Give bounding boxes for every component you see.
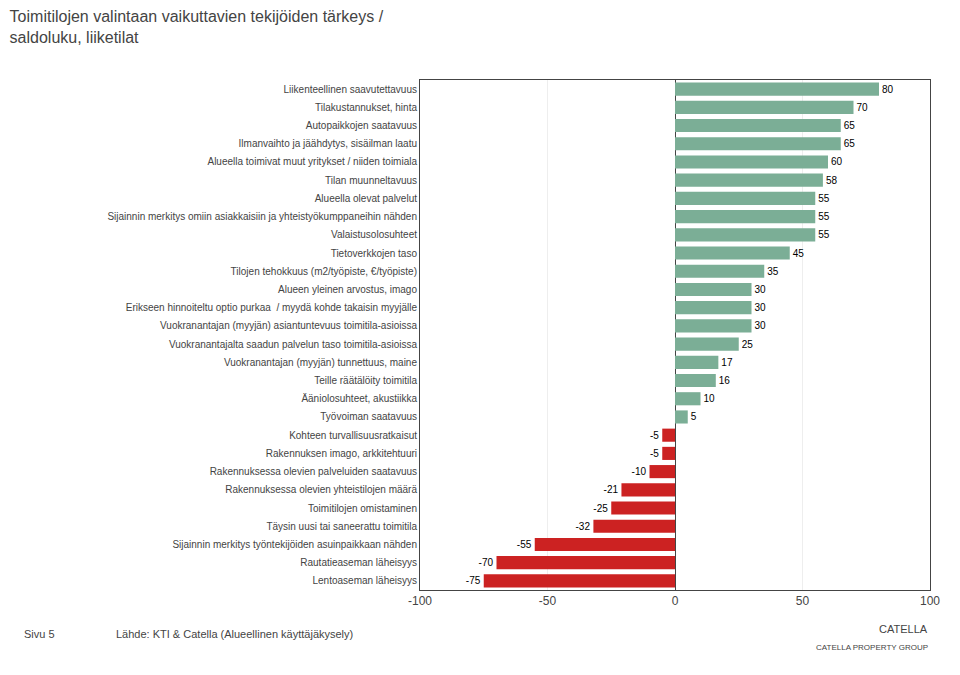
svg-text:55: 55 (818, 193, 830, 204)
svg-text:Teille räätälöity toimitila: Teille räätälöity toimitila (314, 375, 417, 386)
svg-text:Tilojen tehokkuus (m2/työpiste: Tilojen tehokkuus (m2/työpiste, €/työpis… (231, 266, 417, 277)
svg-text:Ilmanvaihto ja jäähdytys, sisä: Ilmanvaihto ja jäähdytys, sisäilman laat… (239, 138, 417, 149)
svg-text:Valaistusolosuhteet: Valaistusolosuhteet (331, 229, 417, 240)
svg-text:60: 60 (831, 156, 843, 167)
svg-text:Vuokranantajan (myyjän) asiant: Vuokranantajan (myyjän) asiantuntevuus t… (160, 320, 417, 331)
svg-text:-70: -70 (479, 557, 494, 568)
svg-text:Erikseen hinnoiteltu optio pur: Erikseen hinnoiteltu optio purkaa / myyd… (126, 302, 418, 313)
svg-text:Sivu 5: Sivu 5 (24, 628, 55, 640)
svg-text:Työvoiman saatavuus: Työvoiman saatavuus (320, 411, 417, 422)
svg-text:-25: -25 (593, 503, 608, 514)
svg-text:Liikenteellinen saavutettavuus: Liikenteellinen saavutettavuus (284, 84, 417, 95)
svg-text:Autopaikkojen saatavuus: Autopaikkojen saatavuus (306, 120, 417, 131)
svg-text:CATELLA PROPERTY GROUP: CATELLA PROPERTY GROUP (816, 643, 928, 652)
svg-text:35: 35 (767, 266, 779, 277)
svg-text:Rautatieaseman läheisyys: Rautatieaseman läheisyys (300, 557, 417, 568)
svg-text:Lentoaseman läheisyys: Lentoaseman läheisyys (312, 575, 417, 586)
svg-text:Vuokranantajan (myyjän) tunnet: Vuokranantajan (myyjän) tunnettuus, main… (224, 357, 418, 368)
svg-text:Rakennuksessa olevien yhteisti: Rakennuksessa olevien yhteistilojen määr… (225, 484, 417, 495)
svg-text:Rakennuksen imago, arkkitehtuu: Rakennuksen imago, arkkitehtuuri (266, 448, 417, 459)
svg-text:Tilan muunneltavuus: Tilan muunneltavuus (325, 175, 417, 186)
svg-text:0: 0 (672, 594, 679, 608)
svg-text:25: 25 (742, 339, 754, 350)
svg-text:100: 100 (920, 594, 940, 608)
svg-text:-21: -21 (604, 484, 619, 495)
svg-text:65: 65 (844, 138, 856, 149)
svg-text:Rakennuksessa olevien palvelui: Rakennuksessa olevien palveluiden saatav… (210, 466, 417, 477)
svg-text:30: 30 (755, 302, 767, 313)
svg-text:Ääniolosuhteet, akustiikka: Ääniolosuhteet, akustiikka (301, 393, 417, 404)
svg-text:80: 80 (882, 84, 894, 95)
svg-text:Kohteen turvallisuusratkaisut: Kohteen turvallisuusratkaisut (289, 430, 417, 441)
svg-text:Tietoverkkojen taso: Tietoverkkojen taso (331, 248, 418, 259)
svg-text:-55: -55 (517, 539, 532, 550)
svg-text:-5: -5 (650, 430, 659, 441)
svg-text:Alueella toimivat muut yrityks: Alueella toimivat muut yritykset / niide… (207, 156, 417, 167)
svg-text:-100: -100 (408, 594, 432, 608)
svg-text:30: 30 (755, 284, 767, 295)
svg-text:-50: -50 (539, 594, 557, 608)
svg-text:65: 65 (844, 120, 856, 131)
svg-text:Alueen yleinen arvostus, imago: Alueen yleinen arvostus, imago (278, 284, 417, 295)
svg-text:5: 5 (691, 411, 697, 422)
svg-text:45: 45 (793, 248, 805, 259)
svg-text:CATELLA: CATELLA (879, 623, 928, 635)
svg-text:58: 58 (826, 175, 838, 186)
svg-text:-32: -32 (576, 521, 591, 532)
svg-text:Sijainnin merkitys työntekijöi: Sijainnin merkitys työntekijöiden asuinp… (172, 539, 417, 550)
svg-text:Alueella olevat palvelut: Alueella olevat palvelut (315, 193, 418, 204)
svg-text:50: 50 (796, 594, 810, 608)
svg-text:55: 55 (818, 211, 830, 222)
svg-text:Vuokranantajalta saadun palvel: Vuokranantajalta saadun palvelun taso to… (169, 339, 418, 350)
svg-text:55: 55 (818, 229, 830, 240)
svg-text:Lähde: KTI & Catella (Alueelli: Lähde: KTI & Catella (Alueellinen käyttä… (116, 628, 353, 640)
svg-text:16: 16 (719, 375, 731, 386)
svg-text:-5: -5 (650, 448, 659, 459)
svg-text:Sijainnin merkitys omiin asiak: Sijainnin merkitys omiin asiakkaisiin ja… (107, 211, 417, 222)
svg-text:10: 10 (704, 393, 716, 404)
svg-text:17: 17 (721, 357, 733, 368)
svg-text:Toimitilojen valintaan vaikutt: Toimitilojen valintaan vaikuttavien teki… (10, 8, 384, 46)
svg-text:Tilakustannukset, hinta: Tilakustannukset, hinta (315, 102, 417, 113)
svg-text:Täysin uusi tai saneerattu toi: Täysin uusi tai saneerattu toimitila (266, 521, 417, 532)
svg-text:-10: -10 (632, 466, 647, 477)
svg-text:Toimitilojen omistaminen: Toimitilojen omistaminen (308, 503, 417, 514)
svg-text:-75: -75 (466, 575, 481, 586)
svg-text:30: 30 (755, 320, 767, 331)
svg-text:70: 70 (857, 102, 869, 113)
